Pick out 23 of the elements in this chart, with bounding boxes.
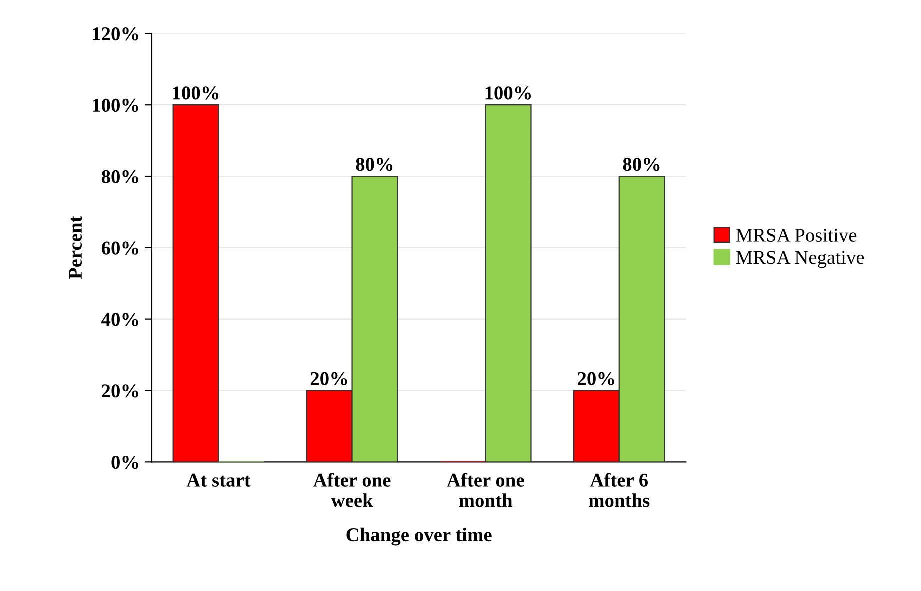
- y-tick-label: 0%: [112, 456, 138, 470]
- x-axis-title: Change over time: [346, 528, 492, 546]
- x-tick-label: After one week: [314, 473, 391, 508]
- y-axis-title: Percent: [69, 216, 82, 280]
- y-tick-label: 100%: [93, 98, 138, 112]
- data-label: 100%: [486, 86, 532, 100]
- x-tick-label: At start: [186, 474, 251, 487]
- legend-label: MRSA Positive: [736, 228, 857, 242]
- data-label: 80%: [356, 158, 393, 172]
- y-tick-label: 80%: [102, 170, 138, 184]
- x-tick-label: After 6 months: [589, 473, 650, 508]
- bar: [172, 104, 220, 462]
- data-label: 20%: [578, 372, 614, 386]
- y-tick-label: 60%: [102, 242, 138, 255]
- legend-label: MRSA Negative: [736, 251, 864, 268]
- data-label: 20%: [310, 372, 348, 386]
- x-tick-label: After one month: [447, 473, 524, 508]
- data-label: 80%: [623, 158, 660, 172]
- y-tick-label: 120%: [93, 28, 138, 41]
- y-tick-label: 40%: [102, 313, 138, 326]
- bar: [485, 104, 532, 462]
- y-tick-label: 20%: [102, 384, 138, 398]
- data-label: 100%: [173, 86, 219, 100]
